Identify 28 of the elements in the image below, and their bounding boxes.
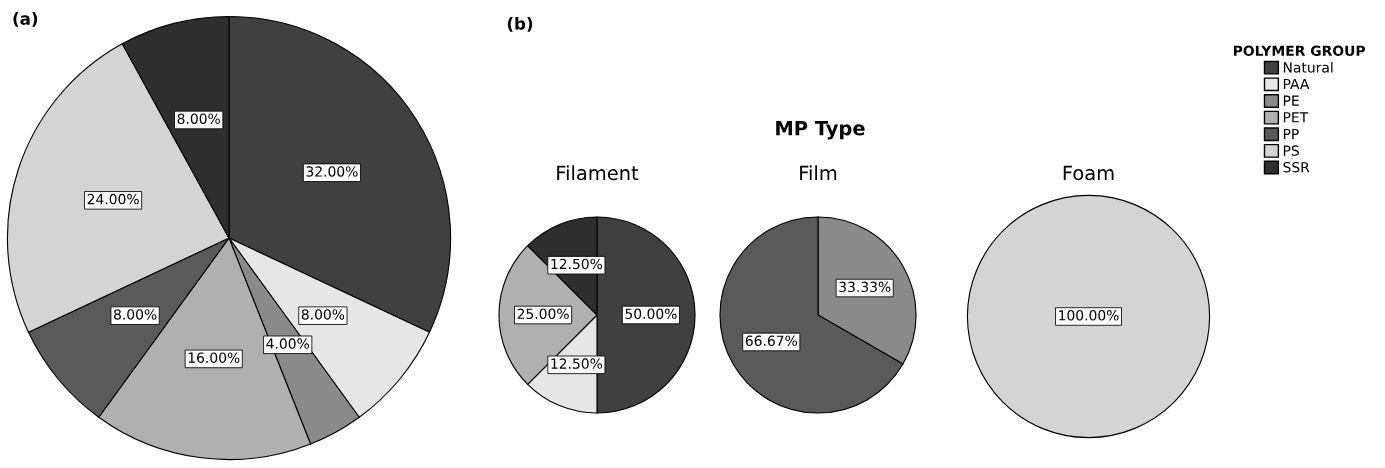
legend-label: Natural xyxy=(1283,61,1333,73)
legend-label: PE xyxy=(1283,95,1299,106)
data-label: 100.00% xyxy=(1059,310,1119,321)
chart-title: Film xyxy=(800,165,837,180)
text: MP Type xyxy=(776,121,865,140)
data-label: 50.00% xyxy=(625,308,677,320)
legend-label: SSR xyxy=(1283,161,1310,173)
data-label: 33.33% xyxy=(839,281,891,293)
data-label: 8.00% xyxy=(113,309,157,320)
data-label: 16.00% xyxy=(188,352,240,363)
data-label: 25.00% xyxy=(517,308,569,320)
data-label: 12.50% xyxy=(551,358,603,369)
data-label: 66.67% xyxy=(745,335,798,346)
data-label: 8.00% xyxy=(301,309,345,320)
legend-label: PET xyxy=(1283,112,1309,123)
legend-label: PS xyxy=(1283,145,1299,156)
data-label: 4.00% xyxy=(266,338,309,349)
chart-title: Foam xyxy=(1063,165,1114,181)
chart-title: Filament xyxy=(557,165,639,181)
data-label: 8.00% xyxy=(177,113,220,124)
legend-label: PP xyxy=(1283,128,1299,140)
text: (b) xyxy=(507,16,533,32)
legend-title: POLYMER GROUP xyxy=(1233,45,1365,57)
legend-label: PAA xyxy=(1283,78,1310,90)
chart-title: (a) xyxy=(13,12,38,27)
data-label: 12.50% xyxy=(551,258,603,270)
data-label: 24.00% xyxy=(87,193,139,205)
data-label: 32.00% xyxy=(306,166,358,177)
